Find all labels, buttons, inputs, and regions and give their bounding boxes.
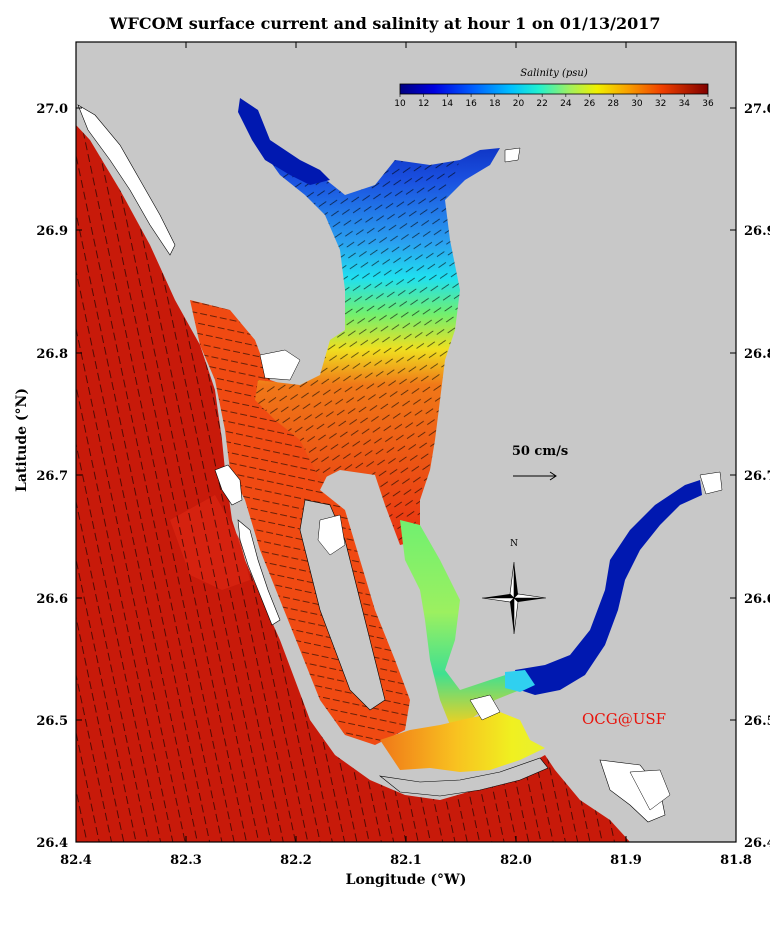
colorbar-tick-label: 36 [702, 99, 714, 109]
harbor-arrows [255, 145, 460, 545]
colorbar-tick-label: 24 [560, 99, 572, 109]
map-title: WFCOM surface current and salinity at ho… [109, 14, 661, 33]
caloosahatchee-river [515, 480, 702, 695]
island-cluster-2 [317, 514, 346, 556]
barrier-island-captiva [237, 519, 281, 626]
y-tick-label: 26.6 [36, 592, 68, 607]
y-tick-label: 26.5 [36, 714, 68, 729]
y-tick-label-right: 26.7 [744, 469, 770, 484]
colorbar-tick-label: 18 [489, 99, 501, 109]
colorbar-tick-label: 30 [631, 99, 643, 109]
colorbar-ticks: 10 12 14 16 18 20 22 24 26 28 30 32 34 36 [394, 94, 714, 109]
colorbar-tick-label: 12 [418, 99, 429, 109]
colorbar-tick-label: 34 [679, 99, 691, 109]
y-tick-label-right: 26.8 [744, 347, 770, 362]
island-cluster-4 [699, 471, 723, 495]
y-ticks [76, 107, 736, 843]
colorbar-tick-label: 32 [655, 99, 666, 109]
peace-river [238, 98, 330, 185]
x-tick-label: 82.1 [390, 853, 422, 868]
y-tick-label: 26.9 [36, 224, 68, 239]
y-tick-label-right: 26.9 [744, 224, 770, 239]
colorbar-tick-label: 28 [608, 99, 620, 109]
river-mouth-cyan [505, 670, 535, 692]
san-carlos-bay [380, 712, 545, 772]
caloosahatchee-channel [400, 520, 520, 725]
gulf-current-arrows [76, 125, 630, 842]
x-tick-label: 82.0 [500, 853, 532, 868]
y-axis-label: Latitude (°N) [14, 388, 30, 492]
scale-vector-label: 50 cm/s [512, 444, 568, 459]
y-tick-label: 27.0 [36, 102, 68, 117]
credit-label: OCG@USF [582, 710, 666, 728]
scale-vector: 50 cm/s [512, 444, 568, 481]
island-cluster-5 [629, 769, 671, 811]
y-tick-label: 26.7 [36, 469, 68, 484]
y-tick-label: 26.8 [36, 347, 68, 362]
island-cluster-3 [469, 694, 501, 721]
compass-north-label: N [510, 539, 518, 549]
island-cluster-1 [259, 349, 301, 381]
x-tick-label: 82.2 [280, 853, 312, 868]
x-axis-label: Longitude (°W) [346, 872, 467, 888]
x-ticks [75, 42, 737, 842]
y-tick-label-right: 27.0 [744, 102, 770, 117]
y-tick-label-right: 26.5 [744, 714, 770, 729]
colorbar-tick-label: 26 [584, 99, 596, 109]
colorbar-tick-label: 20 [513, 99, 525, 109]
colorbar-bar [399, 83, 709, 95]
barrier-island-cayo-costa [214, 464, 243, 506]
x-tick-labels: 82.4 82.3 82.2 82.1 82.0 81.9 81.8 [60, 853, 752, 868]
pine-island [299, 499, 386, 711]
y-tick-label-right: 26.6 [744, 592, 770, 607]
barrier-island-gasparilla [77, 104, 176, 256]
colorbar-title: Salinity (psu) [520, 68, 588, 79]
scale-arrow-icon [513, 471, 557, 481]
colorbar: Salinity (psu) 10 12 14 16 18 20 22 24 26 28 30 32 3… [394, 68, 714, 109]
y-tick-labels-right: 27.0 26.9 26.8 26.7 26.6 26.5 26.4 [744, 102, 770, 851]
x-tick-label: 81.9 [610, 853, 642, 868]
y-tick-label: 26.4 [36, 836, 68, 851]
island-cluster-6 [504, 147, 521, 163]
x-tick-label: 81.8 [720, 853, 752, 868]
y-tick-label-right: 26.4 [744, 836, 770, 851]
colorbar-tick-label: 22 [536, 99, 547, 109]
colorbar-tick-label: 16 [465, 99, 477, 109]
x-tick-label: 82.3 [170, 853, 202, 868]
sanibel-island [378, 757, 549, 797]
colorbar-tick-label: 10 [394, 99, 406, 109]
x-tick-label: 82.4 [60, 853, 92, 868]
colorbar-tick-label: 14 [442, 99, 454, 109]
y-tick-labels: 27.0 26.9 26.8 26.7 26.6 26.5 26.4 [36, 102, 68, 851]
compass-rose: N [481, 539, 547, 635]
